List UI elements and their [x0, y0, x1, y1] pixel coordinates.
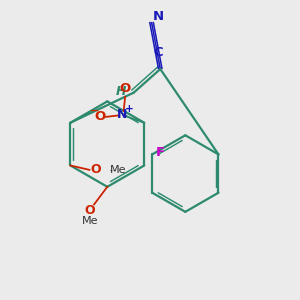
Text: N: N: [117, 108, 128, 121]
Text: F: F: [156, 146, 165, 159]
Text: O: O: [95, 110, 106, 123]
Text: N: N: [152, 10, 164, 22]
Text: −: −: [90, 106, 100, 116]
Text: methoxy: methoxy: [110, 169, 116, 171]
Text: C: C: [153, 46, 163, 59]
Text: H: H: [116, 85, 127, 98]
Text: O: O: [91, 164, 101, 176]
Text: O: O: [119, 82, 131, 94]
Text: Me: Me: [82, 216, 98, 226]
Text: O: O: [84, 205, 95, 218]
Text: Me: Me: [110, 165, 127, 175]
Text: +: +: [124, 104, 133, 114]
